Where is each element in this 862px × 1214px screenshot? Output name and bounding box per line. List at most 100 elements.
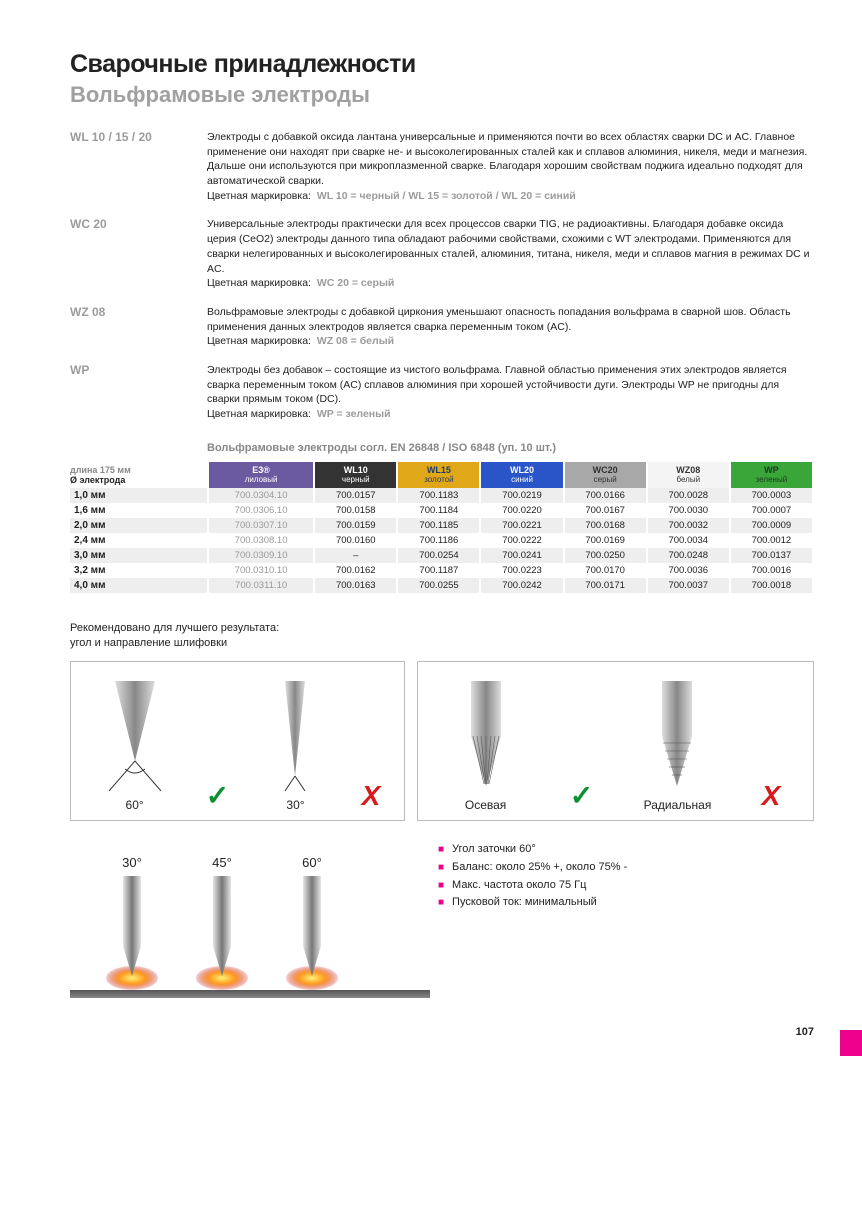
electrode-radial xyxy=(642,681,712,791)
section-text: Вольфрамовые электроды с добавкой циркон… xyxy=(207,305,814,349)
size-cell: 4,0 мм xyxy=(70,578,207,593)
product-cell: 700.1187 xyxy=(397,563,480,578)
color-marking-label: Цветная маркировка: xyxy=(207,277,311,289)
product-cell: 700.0012 xyxy=(730,533,813,548)
size-cell: 1,6 мм xyxy=(70,503,207,518)
product-cell: 700.0036 xyxy=(647,563,730,578)
section-label: WC 20 xyxy=(70,217,207,290)
product-cell: 700.0250 xyxy=(564,548,647,563)
product-cell: 700.0304.10 xyxy=(208,488,314,503)
product-cell: 700.0254 xyxy=(397,548,480,563)
angle-example: 60° xyxy=(282,855,342,994)
electrode-section: WZ 08 Вольфрамовые электроды с добавкой … xyxy=(70,305,814,349)
product-cell: 700.0310.10 xyxy=(208,563,314,578)
product-cell: 700.0163 xyxy=(314,578,397,593)
table-row: 700.0310.10700.0162700.1187700.0223700.0… xyxy=(208,563,813,578)
section-label: WP xyxy=(70,363,207,422)
product-cell: 700.0032 xyxy=(647,518,730,533)
table-row: 700.0309.10–700.0254700.0241700.0250700.… xyxy=(208,548,813,563)
section-label: WZ 08 xyxy=(70,305,207,349)
product-cell: 700.0171 xyxy=(564,578,647,593)
section-text: Электроды с добавкой оксида лантана унив… xyxy=(207,130,814,203)
section-label: WL 10 / 15 / 20 xyxy=(70,130,207,203)
table-row: 700.0306.10700.0158700.1184700.0220700.0… xyxy=(208,503,813,518)
bullet-item: Макс. частота около 75 Гц xyxy=(438,877,627,895)
column-header: WPзеленый xyxy=(730,462,813,488)
cross-icon: X xyxy=(762,780,781,812)
product-cell: 700.0158 xyxy=(314,503,397,518)
column-header: WZ08белый xyxy=(647,462,730,488)
column-header: WC20серый xyxy=(564,462,647,488)
product-cell: 700.0137 xyxy=(730,548,813,563)
product-cell: 700.0166 xyxy=(564,488,647,503)
product-cell: 700.0016 xyxy=(730,563,813,578)
section-tab xyxy=(840,1030,862,1056)
size-cell: 1,0 мм xyxy=(70,488,207,503)
product-cell: 700.0159 xyxy=(314,518,397,533)
column-header: WL10черный xyxy=(314,462,397,488)
color-marking-label: Цветная маркировка: xyxy=(207,190,311,202)
product-cell: 700.0307.10 xyxy=(208,518,314,533)
product-cell: 700.1184 xyxy=(397,503,480,518)
product-cell: 700.0160 xyxy=(314,533,397,548)
product-cell: 700.0220 xyxy=(480,503,563,518)
table-title: Вольфрамовые электроды согл. EN 26848 / … xyxy=(207,442,814,454)
page-number: 107 xyxy=(70,1026,814,1038)
product-cell: 700.0034 xyxy=(647,533,730,548)
page-subtitle: Вольфрамовые электроды xyxy=(70,82,814,108)
product-cell: 700.1186 xyxy=(397,533,480,548)
product-cell: 700.0169 xyxy=(564,533,647,548)
size-cell: 2,0 мм xyxy=(70,518,207,533)
parameter-list: Угол заточки 60°Баланс: около 25% +, око… xyxy=(438,841,627,911)
section-text: Электроды без добавок – состоящие из чис… xyxy=(207,363,814,422)
table-row: 700.0308.10700.0160700.1186700.0222700.0… xyxy=(208,533,813,548)
bullet-item: Баланс: около 25% +, около 75% - xyxy=(438,859,627,877)
electrode-axial xyxy=(451,681,521,791)
product-cell: 700.0311.10 xyxy=(208,578,314,593)
product-cell: 700.0309.10 xyxy=(208,548,314,563)
electrode-section: WL 10 / 15 / 20 Электроды с добавкой окс… xyxy=(70,130,814,203)
recommendation: Рекомендовано для лучшего результата: уг… xyxy=(70,621,814,652)
color-marking-value: WL 10 = черный / WL 15 = золотой / WL 20… xyxy=(317,190,576,202)
product-cell: 700.0157 xyxy=(314,488,397,503)
product-cell: 700.0168 xyxy=(564,518,647,533)
color-marking-label: Цветная маркировка: xyxy=(207,408,311,420)
product-cell: 700.0007 xyxy=(730,503,813,518)
product-cell: 700.0037 xyxy=(647,578,730,593)
product-cell: 700.0167 xyxy=(564,503,647,518)
electrode-tip-30 xyxy=(260,681,330,791)
product-cell: 700.0009 xyxy=(730,518,813,533)
product-cell: 700.0242 xyxy=(480,578,563,593)
page-title: Сварочные принадлежности xyxy=(70,50,814,79)
product-cell: 700.0170 xyxy=(564,563,647,578)
size-cell: 3,0 мм xyxy=(70,548,207,563)
angle-example: 45° xyxy=(192,855,252,994)
product-cell: 700.0028 xyxy=(647,488,730,503)
product-cell: 700.0308.10 xyxy=(208,533,314,548)
angle-example: 30° xyxy=(102,855,162,994)
check-icon: ✓ xyxy=(570,779,593,812)
color-marking-value: WP = зеленый xyxy=(317,408,391,420)
product-cell: 700.0162 xyxy=(314,563,397,578)
product-table: длина 175 мм Ø электрода 1,0 мм1,6 мм2,0… xyxy=(70,462,814,593)
grinding-angle-diagram: 60° ✓ 30° X xyxy=(70,661,405,821)
column-header: WL20синий xyxy=(480,462,563,488)
color-marking-value: WZ 08 = белый xyxy=(317,335,394,347)
diameter-header: Ø электрода xyxy=(70,475,203,485)
product-cell: 700.0222 xyxy=(480,533,563,548)
color-marking-label: Цветная маркировка: xyxy=(207,335,311,347)
table-row: 700.0311.10700.0163700.0255700.0242700.0… xyxy=(208,578,813,593)
product-cell: 700.0248 xyxy=(647,548,730,563)
grinding-direction-diagram: Осевая ✓ Радиальная X xyxy=(417,661,814,821)
product-cell: 700.0306.10 xyxy=(208,503,314,518)
product-cell: 700.0003 xyxy=(730,488,813,503)
electrode-section: WC 20 Универсальные электроды практическ… xyxy=(70,217,814,290)
product-cell: 700.0030 xyxy=(647,503,730,518)
product-cell: 700.0241 xyxy=(480,548,563,563)
product-cell: 700.1185 xyxy=(397,518,480,533)
bullet-item: Пусковой ток: минимальный xyxy=(438,894,627,912)
product-cell: 700.0223 xyxy=(480,563,563,578)
color-marking-value: WC 20 = серый xyxy=(317,277,395,289)
column-header: E3®лиловый xyxy=(208,462,314,488)
check-icon: ✓ xyxy=(206,779,229,812)
